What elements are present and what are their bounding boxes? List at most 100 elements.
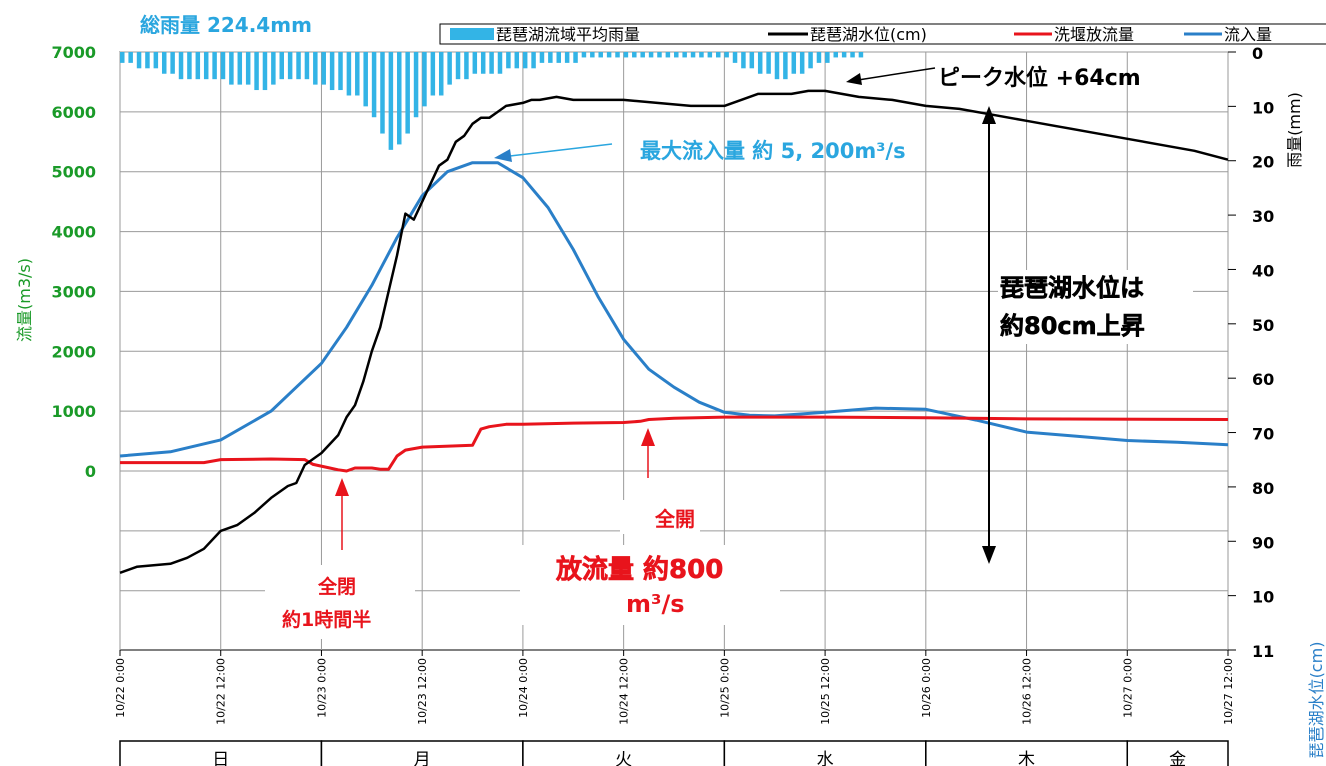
rain-bar (615, 52, 620, 58)
rain-bar (850, 52, 855, 58)
rain-bar (145, 52, 150, 69)
rain-bar (380, 52, 385, 134)
rain-bar (690, 52, 696, 58)
left-tick-label: 4000 (51, 223, 96, 242)
right-tick-label: 0 (1252, 44, 1263, 63)
legend-swatch-rain (450, 28, 494, 40)
rain-bar (136, 52, 142, 69)
rain-bar (531, 52, 536, 69)
rain-bar (489, 52, 494, 74)
rain-bar (413, 52, 419, 118)
x-tick-label: 10/25 0:00 (718, 658, 731, 718)
rain-bars (120, 52, 864, 150)
rain-bar (187, 52, 192, 80)
rain-bar (371, 52, 377, 118)
full-close-annotation-line2: 約1時間半 (282, 608, 371, 631)
full-open-annotation: 全開 (654, 507, 695, 531)
legend-box (439, 23, 1326, 45)
rain-bar (430, 52, 436, 96)
rain-bar (514, 52, 520, 69)
full-close-annotation-line1: 全閉 (317, 575, 356, 598)
rain-bar (640, 52, 645, 58)
full-open-bg (620, 500, 700, 534)
left-tick-label: 2000 (51, 342, 96, 361)
right-tick-label: 10 (1252, 588, 1274, 607)
left-tick-label: 0 (85, 462, 96, 481)
left-axis-ticks: 7000 6000 5000 4000 3000 2000 1000 0 (51, 43, 96, 481)
x-tick-label: 10/24 12:00 (618, 658, 631, 725)
rain-bar (632, 52, 637, 58)
rise-arrow-head-top (982, 106, 996, 124)
rain-bar (808, 52, 813, 69)
release-annotation-line2: m³/s (626, 590, 685, 618)
rain-bar (170, 52, 175, 74)
level-line (119, 89, 1229, 574)
rain-bar (674, 52, 679, 58)
rain-bar (825, 52, 830, 63)
rain-bar (464, 52, 469, 80)
rain-bar (522, 52, 528, 69)
x-tick-label: 10/25 12:00 (819, 658, 832, 725)
peak-arrow-line (857, 67, 936, 81)
rain-bar (766, 52, 771, 74)
rain-bar (841, 52, 847, 58)
max-inflow-arrow-line (509, 143, 613, 157)
rain-bar (858, 52, 864, 58)
rain-bar (262, 52, 268, 91)
rain-bar (648, 52, 654, 58)
rain-bar (657, 52, 662, 58)
rain-bar (665, 52, 671, 58)
rise-annotation-line1: 琵琶湖水位は (1000, 274, 1144, 302)
rain-bar (287, 52, 293, 80)
rain-bar (161, 52, 167, 74)
max-inflow-arrow-head (494, 149, 512, 162)
right-tick-label: 20 (1252, 153, 1274, 172)
left-tick-label: 6000 (51, 103, 96, 122)
rain-bar (682, 52, 687, 58)
rain-bar (279, 52, 285, 80)
rain-bar (548, 52, 553, 63)
rain-bar (590, 52, 595, 58)
series-lines (119, 89, 1229, 574)
day-label: 日 (212, 750, 229, 766)
x-tick-label: 10/23 12:00 (416, 658, 429, 725)
rain-bar (388, 52, 394, 150)
rain-bar (195, 52, 201, 80)
grid (119, 51, 1229, 650)
x-tick-label: 10/26 12:00 (1021, 658, 1034, 725)
rain-bar (724, 52, 729, 58)
rain-bar (321, 52, 326, 85)
rain-bar (556, 52, 562, 63)
rain-bar (329, 52, 335, 91)
left-axis-title: 流量(m3/s) (15, 258, 34, 342)
rain-bar (229, 52, 234, 85)
rain-bar (304, 52, 310, 80)
rain-bar (203, 52, 209, 80)
x-tick-label: 10/24 0:00 (517, 658, 530, 718)
rain-bar (447, 52, 452, 85)
rain-bar (707, 52, 713, 58)
right-tick-label: 80 (1252, 479, 1274, 498)
right-tick-label: 30 (1252, 207, 1274, 226)
right-axis-ticks: 0 10 20 30 40 50 60 70 80 90 10 11 (1228, 44, 1274, 661)
rain-bar (245, 52, 251, 85)
rain-bar (757, 52, 763, 74)
rain-bar (581, 52, 587, 58)
rain-bar (153, 52, 159, 69)
full-close-arrow-head (335, 478, 349, 496)
rain-bar (128, 52, 133, 63)
rain-bar (598, 52, 603, 58)
release-annotation-line1: 放流量 約800 (555, 554, 723, 585)
rain-bar (212, 52, 217, 80)
rain-bar (833, 52, 839, 58)
rain-bar (791, 52, 797, 74)
legend-label-level: 琵琶湖水位(cm) (810, 25, 927, 44)
right-tick-label: 40 (1252, 261, 1274, 280)
rain-bar (799, 52, 805, 74)
day-label: 金 (1169, 750, 1186, 766)
rain-bar (480, 52, 486, 74)
day-label: 木 (1018, 750, 1035, 766)
rain-bar (438, 52, 444, 96)
